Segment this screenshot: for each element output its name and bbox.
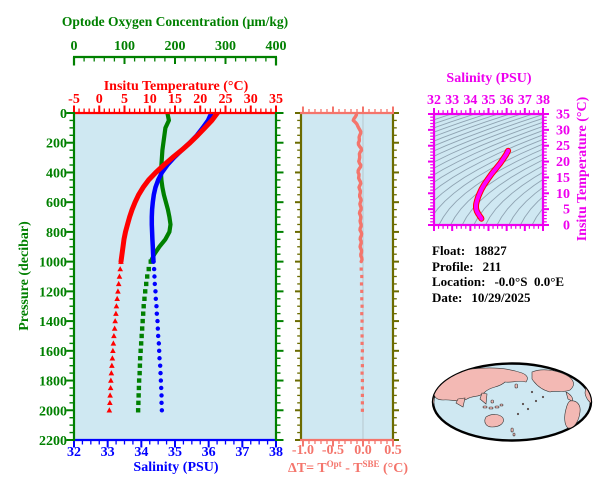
tick-label: 32 <box>427 93 441 108</box>
ts-temperature-ticks <box>428 113 549 226</box>
tick-label: -0.5 <box>322 443 344 458</box>
tick-label: 200 <box>165 39 186 54</box>
tick-label: 2000 <box>39 404 67 419</box>
tick-label: 15 <box>168 92 182 107</box>
tick-label: 10 <box>556 187 570 202</box>
profile-number-line: Profile: 211 <box>432 258 502 274</box>
tick-label: 35 <box>482 93 496 108</box>
tick-label: 35 <box>269 92 283 107</box>
tick-label: 34 <box>134 445 148 460</box>
tick-label: 1400 <box>39 315 67 330</box>
map-africa-left <box>433 392 435 409</box>
delta-t-panel: -1.0 -0.5 0.0 0.5 <box>292 106 402 458</box>
tick-label: 0 <box>96 92 103 107</box>
profile-panel: 0200400600800100012001400160018002000220… <box>39 39 287 460</box>
tick-label: 37 <box>235 445 249 460</box>
map-greenland <box>575 369 585 378</box>
tick-label: 30 <box>556 123 570 138</box>
float-id-line: Float: 18827 <box>432 243 507 258</box>
tick-label: 1600 <box>39 345 67 360</box>
profile-plot-area <box>74 113 276 440</box>
world-map <box>431 362 593 442</box>
map-australia <box>484 414 504 428</box>
tick-label: 400 <box>46 166 67 181</box>
tick-label: 30 <box>244 92 258 107</box>
location-line: Location: -0.0°S 0.0°E <box>432 274 565 289</box>
tick-label: 32 <box>67 445 81 460</box>
tick-label: 36 <box>202 445 216 460</box>
tick-label: 20 <box>193 92 207 107</box>
tick-label: 36 <box>500 93 514 108</box>
tick-label: 34 <box>463 93 477 108</box>
delta-x-ticks <box>301 106 394 447</box>
delta-plot-area <box>301 113 393 440</box>
density-contours <box>434 114 543 225</box>
ts-salinity-axis-title: Salinity (PSU) <box>446 71 532 86</box>
tick-label: 0.0 <box>354 443 372 458</box>
ts-salinity-ticks <box>433 108 544 231</box>
tick-label: 25 <box>219 92 233 107</box>
tick-label: 38 <box>536 93 550 108</box>
map-new-zealand <box>510 427 516 437</box>
map-europe-right <box>587 377 591 384</box>
pressure-axis-title: Pressure (decibar) <box>17 221 32 331</box>
tick-label: 38 <box>269 445 283 460</box>
tick-label: 800 <box>46 226 67 241</box>
tick-label: 100 <box>114 39 135 54</box>
tick-label: 20 <box>556 155 570 170</box>
tick-label: 400 <box>266 39 287 54</box>
ts-frame <box>432 112 545 227</box>
tick-label: 25 <box>556 139 570 154</box>
map-indonesia <box>482 383 518 410</box>
deep-markers <box>106 258 124 413</box>
map-india <box>455 397 466 408</box>
map-pacific-islands <box>516 390 545 416</box>
deep-markers <box>135 259 153 413</box>
tick-label: 35 <box>556 108 570 123</box>
map-south-america <box>564 400 581 429</box>
float-metadata: Float: 18827 Profile: 211 Location: -0.0°S … <box>432 243 564 305</box>
temperature-axis-ticks <box>73 105 277 112</box>
map-north-america <box>531 369 574 393</box>
tick-label: 33 <box>101 445 115 460</box>
delta-t-axis-title: ΔT= TOpt - TSBE (°C) <box>287 459 409 476</box>
map-eurasia <box>433 367 528 402</box>
tick-label: 1000 <box>39 256 67 271</box>
tick-label: 5 <box>121 92 128 107</box>
tick-label: -5 <box>68 92 80 107</box>
pressure-axis-ticks <box>66 112 284 441</box>
delta-pressure-ticks <box>295 112 399 441</box>
tick-label: 0 <box>71 39 78 54</box>
temperature-axis-title: Insitu Temperature (°C) <box>103 79 249 94</box>
tick-label: 0 <box>60 107 67 122</box>
tick-label: 37 <box>518 93 532 108</box>
deep-markers <box>151 259 165 413</box>
tick-label: 0 <box>563 219 570 234</box>
tick-label: 10 <box>143 92 157 107</box>
oxygen-axis <box>72 55 278 66</box>
tick-label: 15 <box>556 171 570 186</box>
tick-label: 1800 <box>39 375 67 390</box>
tick-label: 2200 <box>39 434 67 449</box>
tick-label: 1200 <box>39 285 67 300</box>
ts-temperature-axis-title: Insitu Temperature (°C) <box>575 96 590 242</box>
tick-label: 200 <box>46 137 67 152</box>
tick-label: 0.5 <box>384 443 402 458</box>
tick-label: 5 <box>563 203 570 218</box>
salinity-axis-ticks <box>73 441 277 448</box>
tick-label: 600 <box>46 196 67 211</box>
salinity-axis-title: Salinity (PSU) <box>133 460 219 475</box>
tick-label: 35 <box>168 445 182 460</box>
map-se-asia <box>479 392 488 405</box>
tick-label: 300 <box>215 39 236 54</box>
delta-deep-markers <box>359 267 364 412</box>
date-line: Date: 10/29/2025 <box>432 289 531 305</box>
tick-label: -1.0 <box>292 443 314 458</box>
oxygen-axis-title: Optode Oxygen Concentration (μm/kg) <box>61 14 289 29</box>
tick-label: 33 <box>445 93 459 108</box>
